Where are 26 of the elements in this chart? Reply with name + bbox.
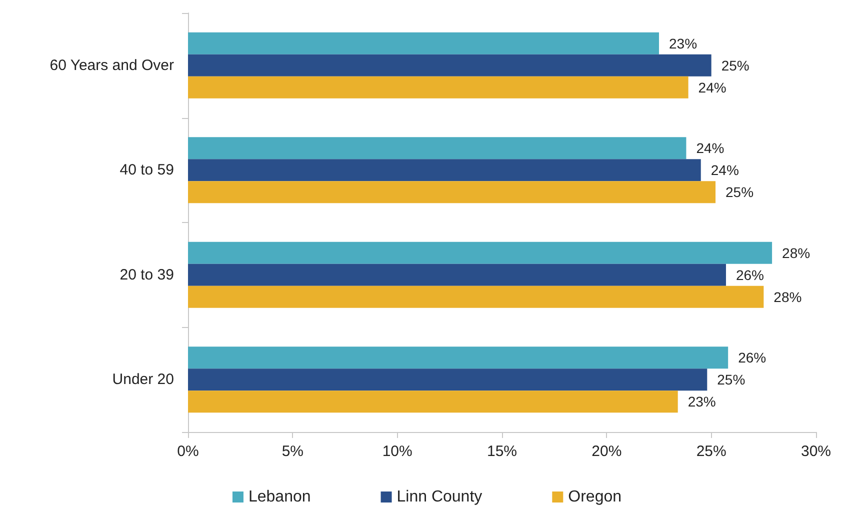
data-label: 23%	[688, 394, 716, 410]
y-tick-label: 60 Years and Over	[50, 56, 174, 74]
y-tick-label: 20 to 39	[120, 266, 174, 284]
x-tick-label: 0%	[177, 443, 199, 460]
x-tick-label: 15%	[486, 443, 518, 460]
data-label: 24%	[710, 162, 739, 178]
data-label: 23%	[669, 35, 698, 52]
data-label: 25%	[717, 372, 746, 388]
x-tick-label: 20%	[592, 443, 622, 460]
data-label: 28%	[774, 288, 802, 305]
legend-label: Linn County	[396, 488, 482, 506]
legend-label: Lebanon	[248, 488, 311, 506]
data-label: 28%	[782, 244, 810, 261]
x-tick-label: 10%	[382, 443, 412, 460]
y-tick-label: 40 to 59	[120, 162, 174, 179]
y-tick-label: Under 20	[112, 371, 174, 388]
x-tick-label: 25%	[696, 443, 726, 460]
data-label: 26%	[738, 350, 766, 366]
data-label: 24%	[696, 140, 724, 156]
legend-label: Oregon	[568, 488, 622, 506]
x-tick-label: 5%	[282, 443, 304, 460]
x-tick-label: 30%	[800, 443, 832, 460]
data-label: 25%	[726, 184, 754, 200]
data-label: 26%	[736, 266, 764, 283]
data-label: 25%	[721, 57, 750, 74]
data-label: 24%	[698, 79, 726, 96]
